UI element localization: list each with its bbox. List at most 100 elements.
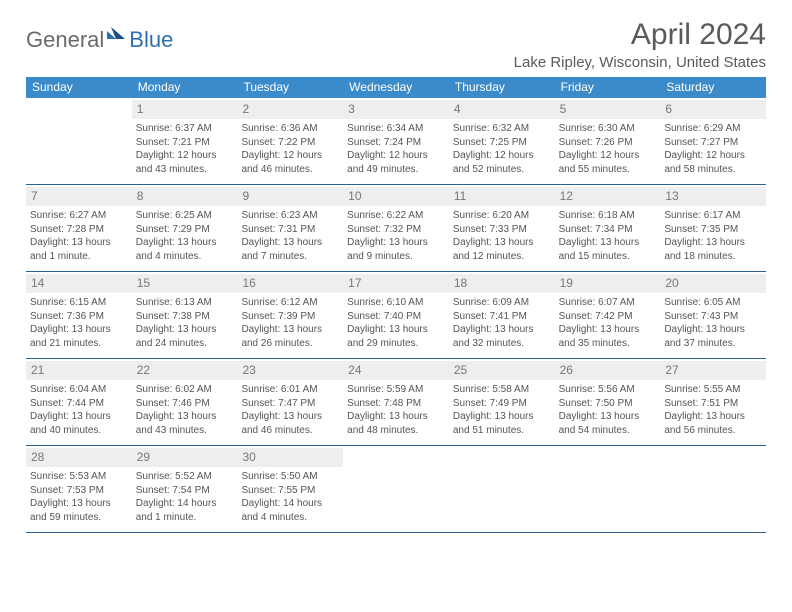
day-number: 12 xyxy=(555,187,661,206)
daylight-text: Daylight: 13 hours and 24 minutes. xyxy=(136,323,234,350)
daylight-text: Daylight: 13 hours and 9 minutes. xyxy=(347,236,445,263)
day-number: 28 xyxy=(26,448,132,467)
day-number: 9 xyxy=(237,187,343,206)
day-number: 10 xyxy=(343,187,449,206)
day-number: 3 xyxy=(343,100,449,119)
calendar-page: General Blue April 2024 Lake Ripley, Wis… xyxy=(0,0,792,551)
sunrise-text: Sunrise: 6:34 AM xyxy=(347,122,445,136)
sunrise-text: Sunrise: 6:10 AM xyxy=(347,296,445,310)
sunrise-text: Sunrise: 6:18 AM xyxy=(559,209,657,223)
day-header: Monday xyxy=(132,77,238,98)
day-number: 14 xyxy=(26,274,132,293)
day-number: 20 xyxy=(660,274,766,293)
calendar-cell xyxy=(26,98,132,184)
calendar-cell: 21Sunrise: 6:04 AMSunset: 7:44 PMDayligh… xyxy=(26,359,132,445)
day-number: 29 xyxy=(132,448,238,467)
daylight-text: Daylight: 13 hours and 37 minutes. xyxy=(664,323,762,350)
daylight-text: Daylight: 13 hours and 26 minutes. xyxy=(241,323,339,350)
day-number: 8 xyxy=(132,187,238,206)
calendar-cell xyxy=(343,446,449,532)
calendar-week: 28Sunrise: 5:53 AMSunset: 7:53 PMDayligh… xyxy=(26,446,766,533)
calendar-cell: 28Sunrise: 5:53 AMSunset: 7:53 PMDayligh… xyxy=(26,446,132,532)
day-number: 4 xyxy=(449,100,555,119)
logo: General Blue xyxy=(26,24,173,55)
sunset-text: Sunset: 7:44 PM xyxy=(30,397,128,411)
calendar-week: 7Sunrise: 6:27 AMSunset: 7:28 PMDaylight… xyxy=(26,185,766,272)
sunset-text: Sunset: 7:32 PM xyxy=(347,223,445,237)
day-number: 25 xyxy=(449,361,555,380)
page-title: April 2024 xyxy=(514,18,766,52)
calendar-cell: 12 Sunrise: 6:18 AMSunset: 7:34 PMDayligh… xyxy=(555,185,661,271)
day-header: Tuesday xyxy=(237,77,343,98)
sunset-text: Sunset: 7:50 PM xyxy=(559,397,657,411)
day-number: 22 xyxy=(132,361,238,380)
daylight-text: Daylight: 13 hours and 15 minutes. xyxy=(559,236,657,263)
daylight-text: Daylight: 13 hours and 43 minutes. xyxy=(136,410,234,437)
calendar-cell xyxy=(449,446,555,532)
sunset-text: Sunset: 7:41 PM xyxy=(453,310,551,324)
daylight-text: Daylight: 13 hours and 59 minutes. xyxy=(30,497,128,524)
sunrise-text: Sunrise: 5:52 AM xyxy=(136,470,234,484)
sunrise-text: Sunrise: 6:27 AM xyxy=(30,209,128,223)
sunrise-text: Sunrise: 6:01 AM xyxy=(241,383,339,397)
sunset-text: Sunset: 7:51 PM xyxy=(664,397,762,411)
calendar-cell: 23Sunrise: 6:01 AMSunset: 7:47 PMDayligh… xyxy=(237,359,343,445)
daylight-text: Daylight: 12 hours and 46 minutes. xyxy=(241,149,339,176)
sunrise-text: Sunrise: 6:29 AM xyxy=(664,122,762,136)
calendar-cell: 2Sunrise: 6:36 AMSunset: 7:22 PMDaylight… xyxy=(237,98,343,184)
calendar-cell: 13Sunrise: 6:17 AMSunset: 7:35 PMDayligh… xyxy=(660,185,766,271)
calendar-cell: 19Sunrise: 6:07 AMSunset: 7:42 PMDayligh… xyxy=(555,272,661,358)
day-header: Thursday xyxy=(449,77,555,98)
daylight-text: Daylight: 13 hours and 1 minute. xyxy=(30,236,128,263)
sunrise-text: Sunrise: 5:50 AM xyxy=(241,470,339,484)
calendar-cell: 4Sunrise: 6:32 AMSunset: 7:25 PMDaylight… xyxy=(449,98,555,184)
daylight-text: Daylight: 13 hours and 32 minutes. xyxy=(453,323,551,350)
sunset-text: Sunset: 7:33 PM xyxy=(453,223,551,237)
day-number: 30 xyxy=(237,448,343,467)
daylight-text: Daylight: 13 hours and 4 minutes. xyxy=(136,236,234,263)
day-number: 15 xyxy=(132,274,238,293)
day-number: 26 xyxy=(555,361,661,380)
daylight-text: Daylight: 13 hours and 51 minutes. xyxy=(453,410,551,437)
calendar-cell: 14Sunrise: 6:15 AMSunset: 7:36 PMDayligh… xyxy=(26,272,132,358)
sunset-text: Sunset: 7:21 PM xyxy=(136,136,234,150)
title-block: April 2024 Lake Ripley, Wisconsin, Unite… xyxy=(514,18,766,71)
daylight-text: Daylight: 13 hours and 46 minutes. xyxy=(241,410,339,437)
calendar-cell xyxy=(555,446,661,532)
sunrise-text: Sunrise: 6:15 AM xyxy=(30,296,128,310)
sunset-text: Sunset: 7:31 PM xyxy=(241,223,339,237)
daylight-text: Daylight: 12 hours and 55 minutes. xyxy=(559,149,657,176)
daylight-text: Daylight: 14 hours and 4 minutes. xyxy=(241,497,339,524)
day-header: Saturday xyxy=(660,77,766,98)
sunrise-text: Sunrise: 6:09 AM xyxy=(453,296,551,310)
daylight-text: Daylight: 13 hours and 40 minutes. xyxy=(30,410,128,437)
day-number: 16 xyxy=(237,274,343,293)
calendar-week: 1Sunrise: 6:37 AMSunset: 7:21 PMDaylight… xyxy=(26,98,766,185)
sunset-text: Sunset: 7:55 PM xyxy=(241,484,339,498)
sunrise-text: Sunrise: 6:22 AM xyxy=(347,209,445,223)
sunset-text: Sunset: 7:47 PM xyxy=(241,397,339,411)
sunset-text: Sunset: 7:34 PM xyxy=(559,223,657,237)
day-number: 27 xyxy=(660,361,766,380)
day-header: Friday xyxy=(555,77,661,98)
day-number: 2 xyxy=(237,100,343,119)
day-number: 24 xyxy=(343,361,449,380)
location-label: Lake Ripley, Wisconsin, United States xyxy=(514,54,766,71)
sunset-text: Sunset: 7:27 PM xyxy=(664,136,762,150)
day-number: 19 xyxy=(555,274,661,293)
logo-mark-icon xyxy=(107,24,127,45)
sunset-text: Sunset: 7:25 PM xyxy=(453,136,551,150)
sunset-text: Sunset: 7:29 PM xyxy=(136,223,234,237)
sunset-text: Sunset: 7:54 PM xyxy=(136,484,234,498)
sunset-text: Sunset: 7:28 PM xyxy=(30,223,128,237)
daylight-text: Daylight: 13 hours and 12 minutes. xyxy=(453,236,551,263)
sunset-text: Sunset: 7:46 PM xyxy=(136,397,234,411)
sunset-text: Sunset: 7:24 PM xyxy=(347,136,445,150)
day-number: 5 xyxy=(555,100,661,119)
calendar-cell: 26Sunrise: 5:56 AMSunset: 7:50 PMDayligh… xyxy=(555,359,661,445)
sunrise-text: Sunrise: 6:02 AM xyxy=(136,383,234,397)
sunrise-text: Sunrise: 6:25 AM xyxy=(136,209,234,223)
daylight-text: Daylight: 13 hours and 21 minutes. xyxy=(30,323,128,350)
day-number: 17 xyxy=(343,274,449,293)
sunrise-text: Sunrise: 6:20 AM xyxy=(453,209,551,223)
